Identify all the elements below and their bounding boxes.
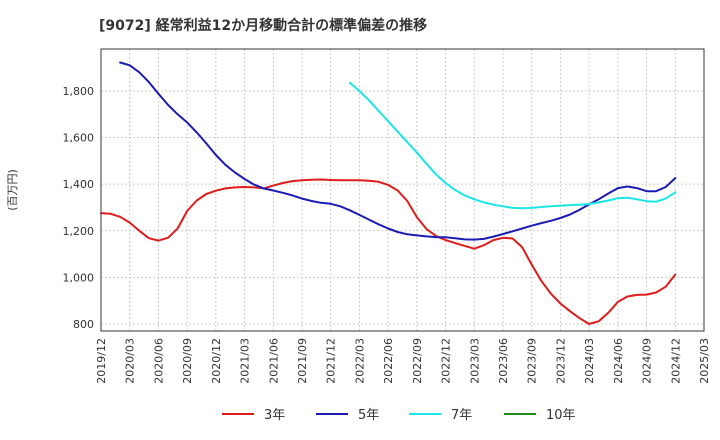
legend-label: 10年 [546,408,576,423]
x-tick-label: 2024/12 [669,338,682,384]
legend-label: 7年 [451,408,472,423]
x-tick-label: 2022/09 [411,338,424,384]
x-tick-label: 2021/03 [239,338,252,384]
y-axis-label: (百万円) [6,169,19,211]
x-tick-label: 2019/12 [95,338,108,384]
x-tick-label: 2021/12 [325,338,338,384]
x-tick-label: 2024/06 [612,338,625,384]
y-tick-label: 1,800 [63,85,95,98]
legend-label: 3年 [264,408,285,423]
legend-item: 10年 [504,408,576,423]
plot-area [100,61,677,325]
y-tick-label: 1,200 [63,225,95,238]
legend-label: 5年 [358,408,379,423]
legend-item: 7年 [409,408,472,423]
series-line-2 [348,81,677,210]
legend-item: 3年 [222,408,285,423]
x-tick-label: 2022/03 [353,338,366,384]
x-tick-label: 2023/09 [526,338,539,384]
x-tick-label: 2022/06 [382,338,395,384]
x-tick-label: 2023/12 [554,338,567,384]
x-tick-label: 2024/09 [641,338,654,384]
plot-frame [100,48,705,332]
x-tick-label: 2020/09 [181,338,194,384]
x-tick-label: 2021/06 [267,338,280,384]
x-tick-label: 2025/03 [698,338,711,384]
legend-item: 5年 [316,408,379,423]
x-tick-label: 2023/03 [468,338,481,384]
legend: 3年 5年 7年 10年 [222,408,576,423]
chart-title: [9072] 経常利益12か月移動合計の標準偏差の推移 [99,17,427,34]
x-tick-label: 2021/09 [296,338,309,384]
x-tick-label: 2023/06 [497,338,510,384]
x-tick-label: 2020/03 [124,338,137,384]
series-line-0 [100,178,677,325]
y-axis: 800 1,000 1,200 1,400 1,600 1,800 [63,85,95,331]
y-tick-label: 1,400 [63,178,95,191]
x-tick-label: 2020/06 [152,338,165,384]
y-tick-label: 1,000 [63,271,95,284]
y-tick-label: 800 [73,318,94,331]
x-axis: 2019/12 2020/03 2020/06 2020/09 2020/12 2021/… [95,338,711,384]
series-line-1 [119,61,677,241]
x-tick-label: 2020/12 [210,338,223,384]
x-tick-label: 2024/03 [583,338,596,384]
x-tick-label: 2022/12 [440,338,453,384]
y-tick-label: 1,600 [63,132,95,145]
